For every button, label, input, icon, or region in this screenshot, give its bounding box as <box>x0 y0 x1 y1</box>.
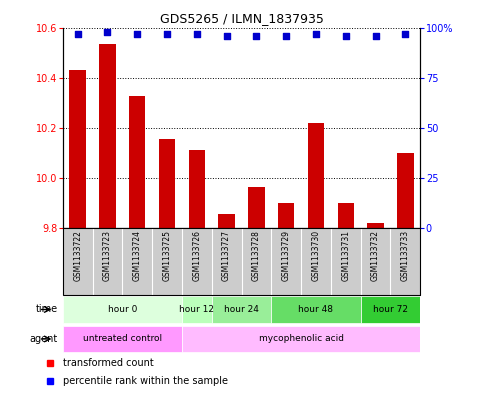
Text: GSM1133728: GSM1133728 <box>252 230 261 281</box>
Bar <box>338 203 354 228</box>
Point <box>163 30 171 37</box>
Text: time: time <box>36 305 58 314</box>
Bar <box>361 296 420 323</box>
Bar <box>308 123 324 228</box>
Text: GSM1133731: GSM1133731 <box>341 230 350 281</box>
Text: GSM1133724: GSM1133724 <box>133 230 142 281</box>
Bar <box>397 153 413 228</box>
Point <box>223 32 230 39</box>
Text: GSM1133722: GSM1133722 <box>73 230 82 281</box>
Bar <box>212 296 271 323</box>
Bar <box>70 70 86 228</box>
Text: untreated control: untreated control <box>83 334 162 343</box>
Text: GSM1133725: GSM1133725 <box>163 230 171 281</box>
Text: transformed count: transformed count <box>63 358 154 367</box>
Text: hour 0: hour 0 <box>108 305 137 314</box>
Bar <box>278 203 294 228</box>
Point <box>74 30 82 37</box>
Point <box>282 32 290 39</box>
Bar <box>129 96 145 228</box>
Text: mycophenolic acid: mycophenolic acid <box>258 334 343 343</box>
Bar <box>248 187 265 228</box>
Text: GSM1133733: GSM1133733 <box>401 230 410 281</box>
Text: GSM1133730: GSM1133730 <box>312 230 320 281</box>
Text: hour 24: hour 24 <box>224 305 259 314</box>
Text: hour 48: hour 48 <box>298 305 333 314</box>
Text: GSM1133727: GSM1133727 <box>222 230 231 281</box>
Text: GSM1133729: GSM1133729 <box>282 230 291 281</box>
Point <box>133 30 141 37</box>
Text: GSM1133726: GSM1133726 <box>192 230 201 281</box>
Bar <box>218 214 235 228</box>
Point <box>401 30 409 37</box>
Point <box>312 30 320 37</box>
Text: hour 12: hour 12 <box>179 305 214 314</box>
Point <box>342 32 350 39</box>
Point <box>372 32 380 39</box>
Bar <box>182 296 212 323</box>
Text: hour 72: hour 72 <box>373 305 408 314</box>
Text: GSM1133723: GSM1133723 <box>103 230 112 281</box>
Point <box>193 30 201 37</box>
Bar <box>182 326 420 352</box>
Bar <box>368 223 384 228</box>
Text: GSM1133732: GSM1133732 <box>371 230 380 281</box>
Bar <box>99 44 115 228</box>
Text: agent: agent <box>30 334 58 344</box>
Text: percentile rank within the sample: percentile rank within the sample <box>63 376 228 386</box>
Title: GDS5265 / ILMN_1837935: GDS5265 / ILMN_1837935 <box>159 12 324 25</box>
Bar <box>271 296 361 323</box>
Point <box>253 32 260 39</box>
Bar <box>189 150 205 228</box>
Bar <box>159 139 175 228</box>
Bar <box>63 296 182 323</box>
Bar <box>63 326 182 352</box>
Point <box>104 28 112 35</box>
